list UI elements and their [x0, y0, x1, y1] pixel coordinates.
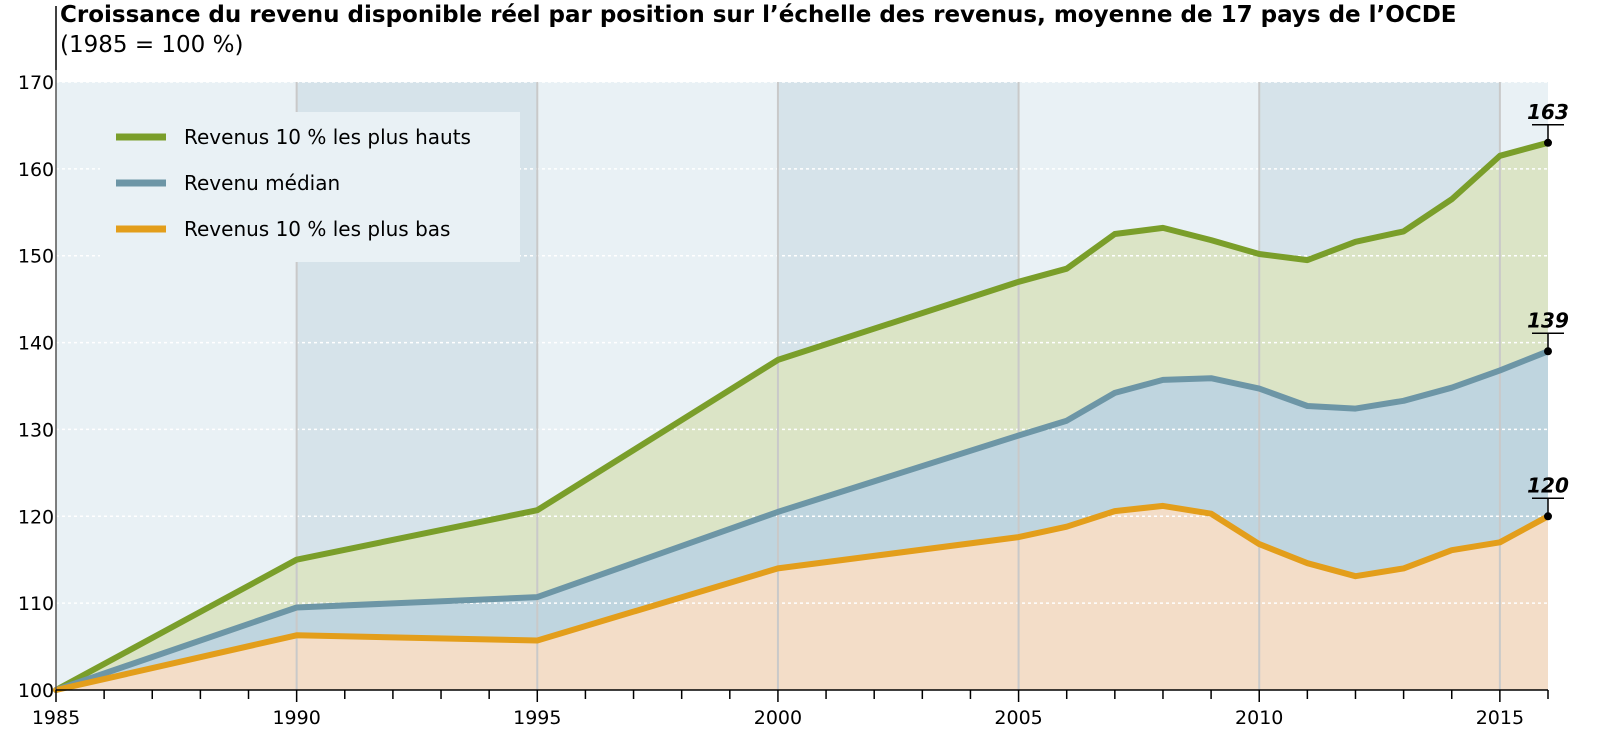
- end-label-bottom: 120: [1527, 473, 1569, 497]
- x-tick-label-2005: 2005: [994, 707, 1042, 729]
- series-line-bottom: [53, 502, 1551, 693]
- y-tick-label-170: 170: [18, 72, 54, 94]
- series-line-median: [53, 348, 1551, 693]
- end-label-median: 139: [1527, 308, 1569, 332]
- y-tick-label-130: 130: [18, 419, 54, 441]
- end-labels: 163 139 120: [1527, 100, 1569, 521]
- grid-lines: [56, 81, 1548, 690]
- legend-label-median: Revenu médian: [184, 171, 340, 195]
- x-tick-label-2000: 2000: [754, 707, 802, 729]
- area-fill-top-to-median: [56, 142, 1548, 691]
- legend-label-top: Revenus 10 % les plus hauts: [184, 125, 471, 149]
- y-tick-label-110: 110: [18, 593, 54, 615]
- series-lines: [53, 139, 1551, 693]
- x-tick-label-1995: 1995: [513, 707, 561, 729]
- x-tick-label-2015: 2015: [1476, 707, 1524, 729]
- series-line-top: [53, 139, 1551, 693]
- x-tick-label-1990: 1990: [272, 707, 320, 729]
- y-tick-label-150: 150: [18, 246, 54, 268]
- legend: Revenus 10 % les plus hauts Revenu médian…: [100, 112, 520, 262]
- legend-label-bottom: Revenus 10 % les plus bas: [184, 217, 450, 241]
- x-tick-label-2010: 2010: [1235, 707, 1283, 729]
- chart-title-block: Croissance du revenu disponible réel par…: [60, 0, 1457, 60]
- area-fill-median-to-bottom: [56, 351, 1548, 690]
- axes: 100 110 120 130 140 150 160 170 1985 1990 1995 2000…: [18, 6, 1549, 729]
- legend-background: [100, 112, 520, 262]
- y-tick-label-100: 100: [18, 680, 54, 702]
- chart-subtitle: (1985 = 100 %): [60, 32, 244, 58]
- y-tick-label-120: 120: [18, 506, 54, 528]
- y-tick-label-140: 140: [18, 333, 54, 355]
- end-label-top: 163: [1527, 100, 1569, 124]
- y-tick-label-160: 160: [18, 159, 54, 181]
- x-tick-label-1985: 1985: [32, 707, 80, 729]
- area-fill-below-bottom: [56, 505, 1548, 690]
- area-fills: [56, 142, 1548, 691]
- chart-title: Croissance du revenu disponible réel par…: [60, 2, 1457, 28]
